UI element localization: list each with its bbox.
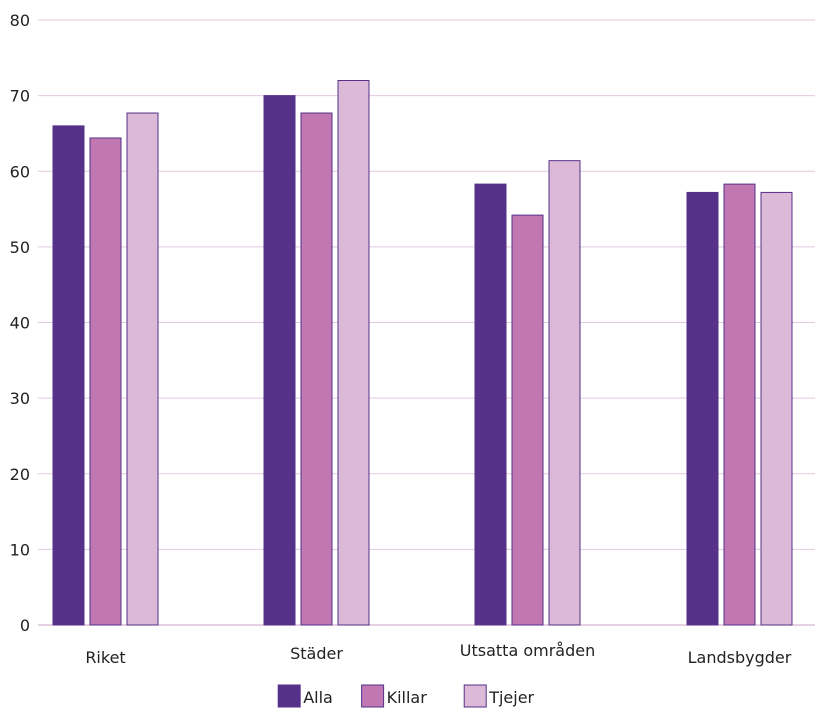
bar-tjejer (126, 112, 159, 626)
bar-killar (300, 112, 333, 626)
bar-alla (52, 125, 85, 626)
legend-label-killar: Killar (387, 688, 428, 707)
legend-label-tjejer: Tjejer (488, 688, 534, 707)
bar-tjejer (760, 191, 793, 626)
y-tick-label: 10 (10, 540, 30, 559)
y-tick-label: 70 (10, 87, 30, 106)
bar-alla (474, 183, 507, 626)
y-tick-label: 20 (10, 465, 30, 484)
bar-tjejer (548, 160, 581, 626)
bar-alla (686, 191, 719, 626)
y-tick-label: 50 (10, 238, 30, 257)
x-tick-label: Riket (85, 648, 125, 667)
x-tick-label: Landsbygder (688, 648, 792, 667)
y-tick-label: 30 (10, 389, 30, 408)
legend-label-alla: Alla (303, 688, 333, 707)
legend-swatch-killar (361, 684, 385, 708)
y-tick-label: 60 (10, 162, 30, 181)
legend-swatch-alla (277, 684, 301, 708)
bar-killar (723, 183, 756, 626)
y-tick-label: 0 (20, 616, 30, 635)
bar-alla (263, 95, 296, 626)
x-tick-label: Utsatta områden (460, 641, 595, 660)
y-tick-label: 80 (10, 11, 30, 30)
bar-killar (89, 137, 122, 626)
bar-tjejer (337, 80, 370, 626)
legend-swatch-tjejer (463, 684, 487, 708)
x-tick-label: Städer (290, 644, 343, 663)
bar-killar (511, 214, 544, 626)
y-tick-label: 40 (10, 314, 30, 333)
